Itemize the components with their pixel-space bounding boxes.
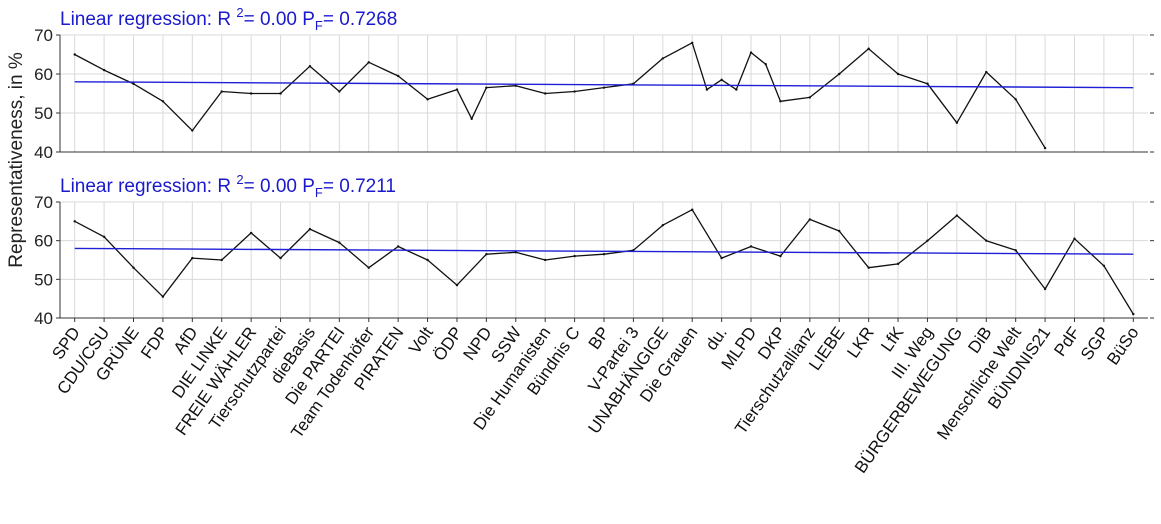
regression-line xyxy=(74,81,1134,89)
data-point xyxy=(661,224,665,227)
data-point xyxy=(132,266,135,269)
data-point xyxy=(926,239,929,242)
data-point xyxy=(1073,237,1076,240)
data-point xyxy=(102,68,106,72)
data-point xyxy=(249,231,253,235)
panel-title: Linear regression: R 2= 0.00 PF= 0.7268 xyxy=(60,5,397,33)
data-point xyxy=(1014,98,1017,101)
data-point xyxy=(573,254,576,258)
data-point xyxy=(926,82,929,85)
data-point xyxy=(896,262,900,266)
data-point xyxy=(279,256,282,260)
data-point xyxy=(308,65,312,68)
data-point xyxy=(720,256,723,260)
data-point xyxy=(691,208,694,211)
data-point xyxy=(705,88,709,91)
data-point xyxy=(808,96,812,99)
data-point xyxy=(1102,264,1106,267)
series-line xyxy=(74,42,1046,149)
y-tick-label: 40 xyxy=(34,143,53,162)
data-point xyxy=(602,86,606,89)
data-point xyxy=(396,74,400,78)
data-point xyxy=(426,258,429,262)
data-point xyxy=(367,61,370,64)
data-point xyxy=(161,100,165,103)
data-point xyxy=(338,90,341,93)
data-point xyxy=(367,266,370,269)
data-point xyxy=(396,245,400,248)
data-point xyxy=(779,254,782,258)
x-tick-label: LKR xyxy=(843,323,878,361)
data-point xyxy=(661,57,665,60)
x-tick-label: FDP xyxy=(137,323,172,362)
data-point xyxy=(573,90,576,93)
data-point xyxy=(543,258,547,262)
data-point xyxy=(779,100,782,103)
data-point xyxy=(867,47,870,50)
y-tick-label: 70 xyxy=(34,193,53,212)
data-point xyxy=(514,84,517,87)
data-point xyxy=(455,88,459,91)
panel-title: Linear regression: R 2= 0.00 PF= 0.7211 xyxy=(60,172,396,200)
data-point xyxy=(161,295,165,298)
y-tick-label: 60 xyxy=(34,232,53,251)
data-point xyxy=(985,70,988,74)
data-point xyxy=(191,256,194,260)
data-point xyxy=(249,92,253,95)
panel-bottom: 40 50 60 70 Linear regression: R 2= 0.00 PF=… xyxy=(34,172,1154,328)
data-point xyxy=(470,117,473,121)
data-point xyxy=(485,86,488,89)
data-point xyxy=(426,98,429,101)
data-point xyxy=(808,218,812,221)
y-axis-label: Representativeness, in % xyxy=(6,52,27,268)
data-point xyxy=(132,82,135,85)
data-point xyxy=(955,214,959,217)
data-point xyxy=(691,41,694,44)
data-point xyxy=(838,72,841,76)
y-tick-label: 40 xyxy=(34,309,53,328)
data-point xyxy=(308,227,312,231)
panel-top: 40 50 60 70 Linear regression: R 2= 0.00 PF=… xyxy=(34,5,1154,162)
data-point xyxy=(720,78,723,82)
data-point xyxy=(867,266,870,269)
data-point xyxy=(191,129,194,132)
x-tick-label: ÖDP xyxy=(430,323,467,364)
data-point xyxy=(896,72,900,76)
data-point xyxy=(735,88,738,91)
data-point xyxy=(749,51,753,54)
data-point xyxy=(102,235,106,238)
data-point xyxy=(279,92,282,95)
data-point xyxy=(1014,249,1017,252)
data-point xyxy=(220,90,223,93)
data-point xyxy=(485,253,488,256)
data-point xyxy=(1043,287,1047,291)
data-point xyxy=(838,229,841,233)
regression-line xyxy=(74,247,1134,255)
y-tick-label: 60 xyxy=(34,65,53,84)
data-point xyxy=(73,220,76,223)
data-point xyxy=(220,258,223,262)
y-tick-label: 70 xyxy=(34,26,53,45)
data-point xyxy=(1043,146,1047,150)
data-point xyxy=(455,283,459,287)
data-point xyxy=(749,245,753,248)
y-tick-label: 50 xyxy=(34,104,53,123)
data-point xyxy=(764,63,767,66)
data-point xyxy=(338,241,341,244)
data-point xyxy=(73,53,76,56)
x-tick-label: BüSo xyxy=(1103,323,1142,368)
y-tick-label: 50 xyxy=(34,270,53,289)
data-point xyxy=(514,251,517,254)
data-point xyxy=(1132,312,1135,316)
data-point xyxy=(602,253,606,256)
data-point xyxy=(543,92,547,95)
data-point xyxy=(955,121,959,124)
data-point xyxy=(985,239,988,242)
